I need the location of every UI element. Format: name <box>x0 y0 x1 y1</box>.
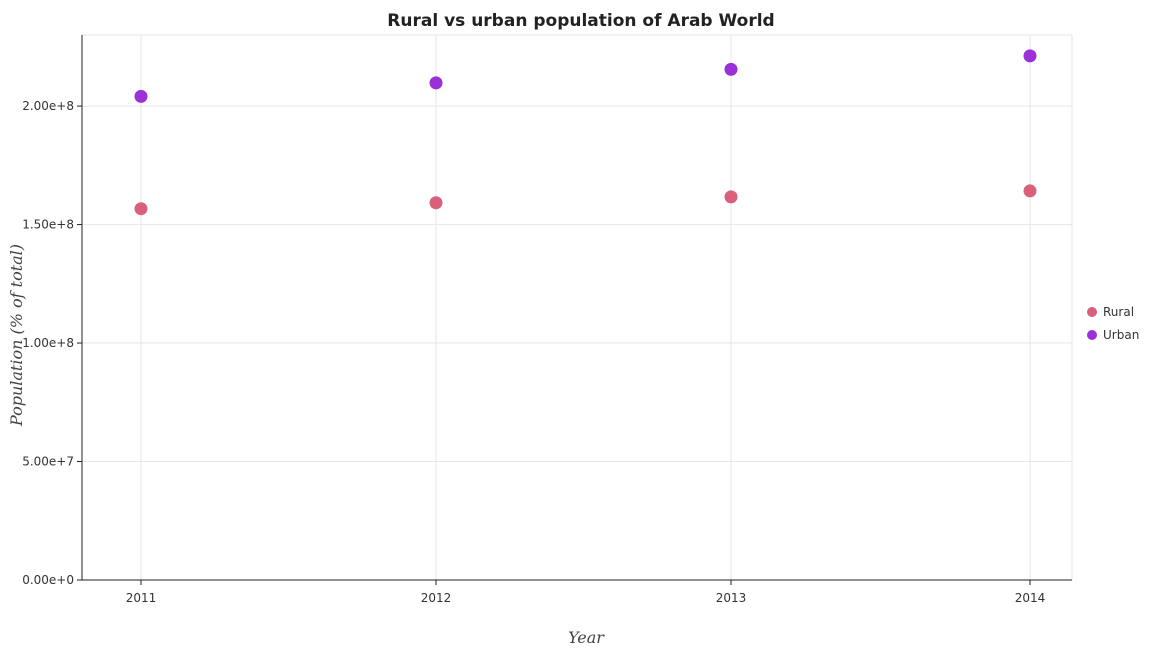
point-rural-2014 <box>1023 184 1037 198</box>
point-urban-2012 <box>429 76 443 90</box>
x-tick-label: 2012 <box>421 591 452 605</box>
axes <box>77 35 1072 585</box>
x-axis-label: Year <box>568 628 605 647</box>
legend-marker-urban <box>1087 330 1097 340</box>
legend-marker-rural <box>1087 307 1097 317</box>
point-urban-2014 <box>1023 49 1037 63</box>
y-tick-labels: 0.00e+0 5.00e+7 1.00e+8 1.50e+8 2.00e+8 <box>22 99 74 587</box>
y-tick-label: 1.50e+8 <box>22 218 74 232</box>
point-urban-2011 <box>134 89 148 103</box>
y-tick-label: 2.00e+8 <box>22 99 74 113</box>
legend-label-urban: Urban <box>1103 328 1139 342</box>
point-rural-2012 <box>429 196 443 210</box>
x-tick-label: 2011 <box>126 591 157 605</box>
chart-title: Rural vs urban population of Arab World <box>387 11 774 31</box>
x-tick-label: 2013 <box>716 591 747 605</box>
y-tick-label: 1.00e+8 <box>22 336 74 350</box>
legend-label-rural: Rural <box>1103 305 1134 319</box>
point-rural-2011 <box>134 202 148 216</box>
point-urban-2013 <box>724 62 738 76</box>
point-rural-2013 <box>724 190 738 204</box>
y-axis-label: Population (% of total) <box>7 244 26 427</box>
data-points <box>134 49 1037 216</box>
y-tick-label: 0.00e+0 <box>22 573 74 587</box>
y-tick-label: 5.00e+7 <box>22 455 74 469</box>
legend: Rural Urban <box>1087 305 1139 342</box>
grid <box>82 34 1073 581</box>
x-tick-labels: 2011 2012 2013 2014 <box>126 591 1046 605</box>
x-tick-label: 2014 <box>1015 591 1046 605</box>
